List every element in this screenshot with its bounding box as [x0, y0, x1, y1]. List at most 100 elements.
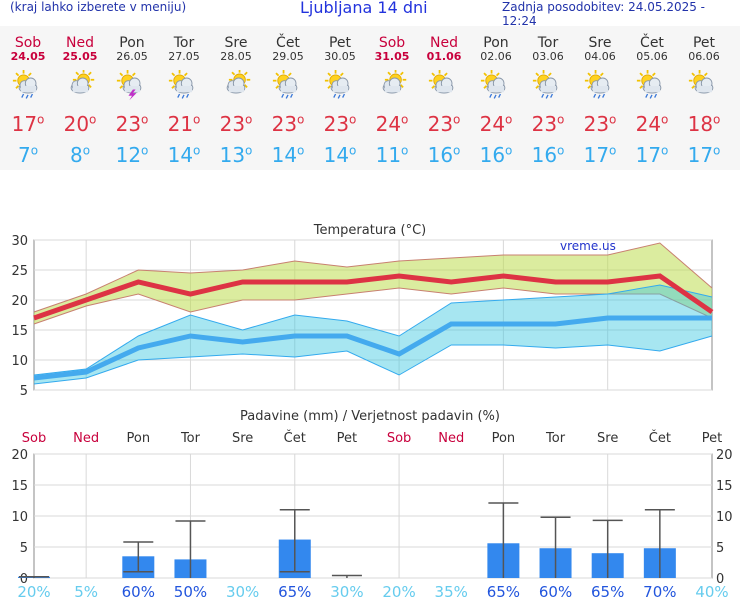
sun-cloud-rain-icon — [324, 70, 350, 99]
precipitation-day-label: Ned — [73, 431, 99, 446]
precipitation-probability: 30% — [330, 583, 363, 600]
watermark-text: vreme.us — [560, 239, 616, 253]
min-temperature: 17o — [687, 143, 721, 167]
precipitation-probability: 65% — [591, 583, 624, 600]
min-temperature-value: 7 — [17, 143, 31, 167]
temperature-ytick: 10 — [11, 354, 28, 369]
max-temperature: 24o — [479, 112, 513, 136]
temperature-ytick: 5 — [20, 384, 28, 399]
min-temperature-value: 14 — [323, 143, 350, 167]
min-temperature-value: 14 — [167, 143, 194, 167]
day-name: Čet — [640, 35, 664, 51]
sun-cloud-rain-icon — [584, 70, 610, 99]
day-date: 31.05 — [374, 50, 410, 63]
precipitation-day-label: Sre — [597, 431, 618, 446]
precipitation-probability: 20% — [382, 583, 415, 600]
tmin-range-band-lower — [33, 335, 713, 385]
precipitation-probability: 65% — [278, 583, 311, 600]
max-temperature-value: 18 — [687, 112, 714, 136]
sun-cloud-rain-icon — [12, 70, 38, 99]
day-name: Ned — [66, 35, 94, 51]
min-temperature: 11o — [375, 143, 409, 167]
day-name: Sre — [588, 35, 612, 51]
header-left-text[interactable]: (kraj lahko izberete v meniju) — [10, 0, 187, 14]
max-temperature: 23o — [583, 112, 617, 136]
day-date: 27.05 — [168, 50, 200, 63]
max-temperature-value: 20 — [63, 112, 90, 136]
max-temperature: 23o — [115, 112, 149, 136]
day-date: 02.06 — [480, 50, 512, 63]
page-title: Ljubljana 14 dni — [300, 0, 428, 17]
sun-cloud-rain-icon — [636, 70, 662, 99]
precipitation-ytick-left: 20 — [11, 448, 28, 463]
temperature-ytick: 15 — [11, 324, 28, 339]
min-temperature-value: 12 — [115, 143, 142, 167]
forecast-strip: Sob 24.05 17o 7o Ned 25.05 20o 8o Pon 26.05 23o 12o… — [0, 26, 740, 170]
max-temperature: 23o — [531, 112, 565, 136]
day-date: 06.06 — [688, 50, 720, 63]
day-date: 03.06 — [532, 50, 564, 63]
tmax-range-band-upper — [33, 242, 713, 313]
max-temperature-value: 17 — [11, 112, 38, 136]
min-temperature-value: 13 — [219, 143, 246, 167]
precipitation-probability: 30% — [226, 583, 259, 600]
precipitation-probability: 20% — [17, 583, 50, 600]
precipitation-ytick-right: 10 — [716, 510, 733, 525]
precipitation-probability: 5% — [74, 583, 98, 600]
temperature-ytick: 20 — [11, 294, 28, 309]
day-date: 29.05 — [272, 50, 304, 63]
min-temperature: 14o — [323, 143, 357, 167]
day-date: 05.06 — [636, 50, 668, 63]
precipitation-ytick-right: 15 — [716, 479, 733, 494]
day-date: 25.05 — [62, 50, 98, 63]
cloud-sun-icon — [70, 70, 95, 94]
tmin-line — [33, 315, 712, 381]
max-temperature: 18o — [687, 112, 721, 136]
precipitation-day-label: Tor — [180, 431, 201, 446]
day-date: 01.06 — [426, 50, 462, 63]
precipitation-probability: 60% — [539, 583, 572, 600]
sun-cloud-rain-icon — [480, 70, 506, 99]
max-temperature-value: 23 — [271, 112, 298, 136]
day-name: Sob — [14, 35, 42, 51]
precipitation-day-label: Čet — [649, 430, 671, 446]
min-temperature: 8o — [69, 143, 91, 167]
precipitation-day-label: Pon — [492, 431, 516, 446]
precipitation-day-label: Tor — [545, 431, 566, 446]
min-temperature: 12o — [115, 143, 149, 167]
max-temperature-value: 24 — [479, 112, 506, 136]
min-temperature-value: 8 — [69, 143, 83, 167]
precipitation-chart: Padavine (mm) / Verjetnost padavin (%) So… — [11, 409, 732, 600]
day-name: Pet — [692, 35, 716, 51]
precipitation-probability: 50% — [174, 583, 207, 600]
tmin-range-band — [34, 285, 712, 384]
max-temperature: 21o — [167, 112, 201, 136]
precipitation-day-label: Pon — [127, 431, 151, 446]
min-temperature: 16o — [427, 143, 461, 167]
max-temperature-value: 23 — [219, 112, 246, 136]
precipitation-day-label: Sob — [22, 431, 46, 446]
min-temperature: 14o — [167, 143, 201, 167]
cloud-sun-icon — [226, 70, 251, 94]
day-date: 26.05 — [116, 50, 148, 63]
precipitation-ytick-left: 10 — [11, 510, 28, 525]
min-temperature: 13o — [219, 143, 253, 167]
temperature-title: Temperatura (°C) — [313, 223, 426, 238]
tmax-range-band — [34, 243, 712, 324]
day-name: Pet — [328, 35, 352, 51]
max-temperature-value: 24 — [375, 112, 402, 136]
precipitation-day-label: Sob — [387, 431, 411, 446]
precipitation-ytick-left: 5 — [20, 541, 28, 556]
min-temperature-value: 17 — [583, 143, 610, 167]
precipitation-ytick-right: 0 — [716, 572, 724, 587]
day-name: Čet — [276, 35, 300, 51]
max-temperature: 23o — [323, 112, 357, 136]
max-temperature: 23o — [219, 112, 253, 136]
max-temperature-value: 21 — [167, 112, 194, 136]
max-temperature: 24o — [635, 112, 669, 136]
charts: Temperatura (°C) 5 10 15 20 25 30 vreme.us Padav… — [11, 223, 732, 600]
day-name: Ned — [430, 35, 458, 51]
max-temperature: 23o — [427, 112, 461, 136]
cloud-sun-icon — [382, 70, 407, 94]
sun-cloud-rain-icon — [532, 70, 558, 99]
